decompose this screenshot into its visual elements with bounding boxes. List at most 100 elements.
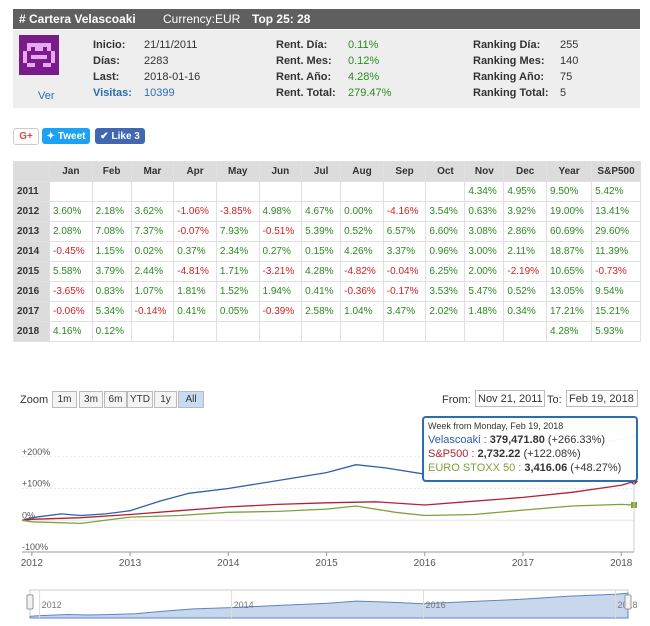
year-cell: 2017	[13, 301, 50, 322]
rent-ano-value: 4.28%	[348, 71, 380, 83]
return-cell: 3.54%	[425, 201, 466, 222]
return-cell: 3.08%	[464, 221, 505, 242]
return-cell: 2.11%	[503, 241, 547, 262]
table-row: 2011 4.34% 4.95% 9.50% 5.42%	[13, 181, 641, 202]
tweet-button[interactable]: ✦ Tweet	[42, 128, 90, 144]
from-date-input[interactable]: Nov 21, 2011	[475, 390, 545, 407]
like-button[interactable]: ✔ Like 3	[95, 128, 145, 144]
table-row: 2018 4.16% 0.12% 4.28% 5.93%	[13, 321, 641, 342]
return-cell: 13.41%	[591, 201, 641, 222]
year-cell: 2011	[13, 181, 50, 202]
return-cell: 4.26%	[340, 241, 384, 262]
x-tick-label: 2012	[21, 558, 44, 569]
x-tick-label: 2014	[217, 558, 240, 569]
zoom-button[interactable]: 3m	[79, 391, 103, 408]
return-cell: 3.60%	[49, 201, 93, 222]
return-cell: 5.42%	[591, 181, 641, 202]
return-cell: 11.39%	[591, 241, 641, 262]
return-cell: 9.54%	[591, 281, 641, 302]
ranking-dia-label: Ranking Día:	[473, 39, 541, 51]
return-cell: 4.98%	[258, 201, 303, 222]
return-cell	[215, 321, 260, 342]
return-cell: 0.05%	[215, 301, 260, 322]
return-cell: 2.02%	[425, 301, 466, 322]
return-cell: 4.16%	[49, 321, 93, 342]
return-cell: 5.34%	[91, 301, 132, 322]
return-cell: -0.39%	[258, 301, 303, 322]
rent-mes-label: Rent. Mes:	[276, 55, 332, 67]
rent-dia-label: Rent. Día:	[276, 39, 328, 51]
column-header: May	[215, 161, 260, 182]
return-cell	[382, 321, 427, 342]
tooltip-series1-pct: (+266.33%)	[547, 434, 606, 446]
column-header	[13, 161, 50, 182]
return-cell: -0.73%	[591, 261, 641, 282]
return-cell	[340, 181, 384, 202]
zoom-button[interactable]: 1m	[52, 391, 77, 408]
ranking-total-label: Ranking Total:	[473, 87, 549, 99]
return-cell: 2.58%	[301, 301, 342, 322]
return-cell: -0.14%	[130, 301, 175, 322]
return-cell: 0.37%	[173, 241, 217, 262]
return-cell	[425, 181, 466, 202]
return-cell: -0.07%	[173, 221, 217, 242]
return-cell: 10.65%	[545, 261, 593, 282]
zoom-button[interactable]: 1y	[154, 391, 177, 408]
return-cell: 4.95%	[503, 181, 547, 202]
thumbs-up-icon: ✔	[100, 130, 109, 142]
column-header: Feb	[91, 161, 132, 182]
tooltip-series1-value: 379,471.80	[489, 434, 545, 446]
return-cell	[340, 321, 384, 342]
return-cell: -1.06%	[173, 201, 217, 222]
rent-ano-label: Rent. Año:	[276, 71, 332, 83]
y-tick-label: +200%	[22, 447, 50, 457]
portfolio-info-panel: Ver Inicio: 21/11/2011 Días: 2283 Last: …	[13, 30, 640, 108]
y-tick-label: +100%	[22, 479, 50, 489]
return-cell: 2.18%	[91, 201, 132, 222]
year-cell: 2012	[13, 201, 50, 222]
x-tick-label: 2016	[414, 558, 437, 569]
currency-label: Currency:EUR	[163, 12, 241, 26]
tooltip-series3-pct: (+48.27%)	[570, 462, 622, 474]
column-header: Jan	[49, 161, 93, 182]
avatar-icon[interactable]	[19, 35, 59, 75]
dias-value: 2283	[144, 55, 169, 67]
navigator-tick-label: 2012	[42, 600, 62, 610]
google-plus-button[interactable]: G+	[13, 128, 39, 145]
column-header: Jul	[301, 161, 342, 182]
tweet-label: Tweet	[57, 130, 86, 142]
column-header: Sep	[382, 161, 427, 182]
return-cell: 0.34%	[503, 301, 547, 322]
return-cell: -3.85%	[215, 201, 260, 222]
navigator-right-handle[interactable]	[624, 594, 632, 610]
zoom-button[interactable]: YTD	[127, 391, 153, 408]
zoom-button[interactable]: 6m	[104, 391, 127, 408]
return-cell	[464, 321, 505, 342]
ranking-mes-value: 140	[560, 55, 579, 67]
return-cell: 6.60%	[425, 221, 466, 242]
return-cell	[382, 181, 427, 202]
return-cell: 4.28%	[545, 321, 593, 342]
to-label: To:	[547, 394, 562, 406]
column-header: Aug	[340, 161, 384, 182]
navigator-left-handle[interactable]	[26, 594, 34, 610]
performance-chart[interactable]: +200% +100% 0% -100% 2012 2013 2014 2015 2016 201…	[0, 384, 650, 626]
zoom-button[interactable]: All	[178, 391, 204, 408]
return-cell: 4.67%	[301, 201, 342, 222]
return-cell: 4.28%	[301, 261, 342, 282]
return-cell: 1.48%	[464, 301, 505, 322]
ver-link[interactable]: Ver	[38, 90, 55, 102]
to-date-input[interactable]: Feb 19, 2018	[566, 390, 638, 407]
return-cell: 7.08%	[91, 221, 132, 242]
return-cell: 3.53%	[425, 281, 466, 302]
return-cell: 5.39%	[301, 221, 342, 242]
tooltip-series2-pct: (+122.08%)	[523, 448, 581, 460]
return-cell: 7.93%	[215, 221, 260, 242]
sp500-series-line[interactable]	[21, 480, 635, 521]
column-header: Apr	[173, 161, 217, 182]
return-cell	[215, 181, 260, 202]
eurostoxx-series-line[interactable]	[21, 503, 635, 525]
column-header: Dec	[503, 161, 547, 182]
return-cell: -0.17%	[382, 281, 427, 302]
return-cell: 2.86%	[503, 221, 547, 242]
